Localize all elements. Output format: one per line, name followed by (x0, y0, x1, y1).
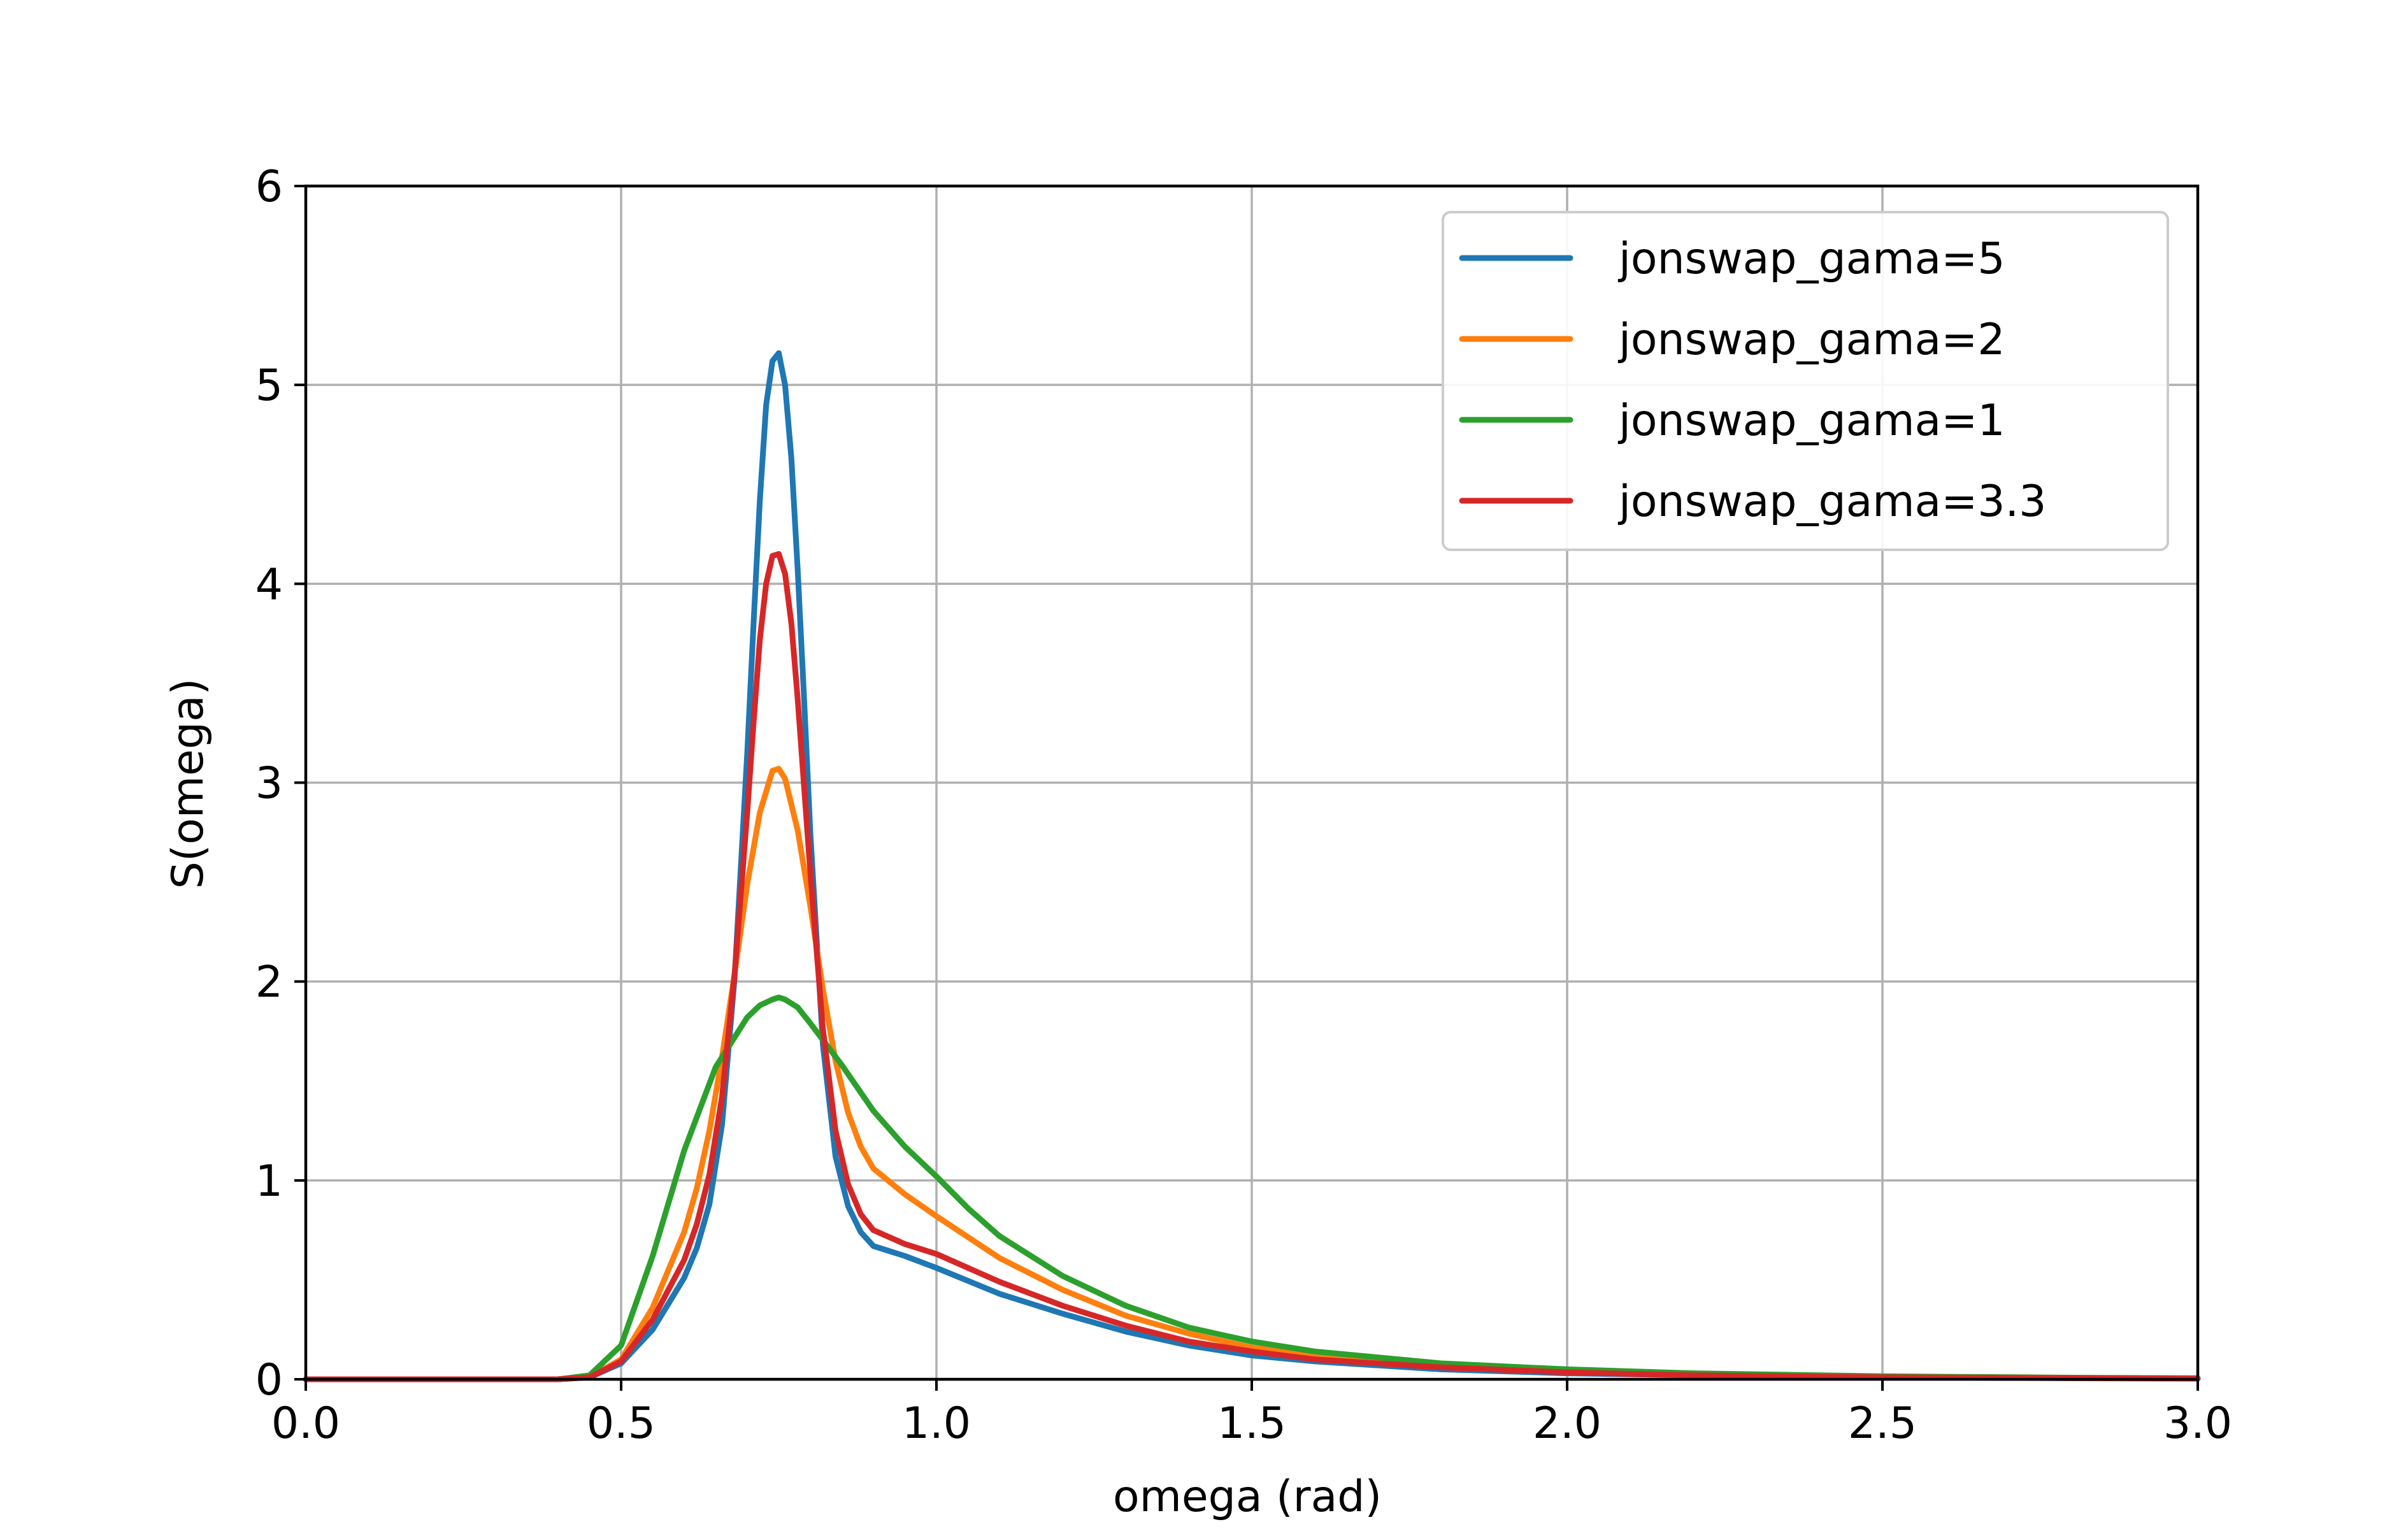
y-tick-label: 3 (255, 759, 283, 809)
ticks-layer: 0.0 0.5 1.0 1.5 2.0 2.5 3.0 0 1 2 3 4 5 6 (255, 162, 2232, 1449)
y-tick-label: 1 (255, 1156, 283, 1207)
y-tick-label: 6 (255, 162, 283, 212)
y-axis-label: S(omega) (163, 678, 213, 889)
legend-label-3: jonswap_gama=1 (1617, 396, 2005, 446)
x-tick-label: 1.0 (902, 1398, 971, 1449)
y-tick-label: 5 (255, 361, 283, 411)
legend-label-1: jonswap_gama=5 (1617, 234, 2005, 284)
legend-box (1442, 211, 2169, 551)
legend-label-2: jonswap_gama=2 (1617, 315, 2005, 365)
y-tick-label: 0 (255, 1355, 283, 1405)
series-line-1 (303, 350, 2201, 1382)
x-tick-label: 2.5 (1848, 1398, 1917, 1449)
x-tick-label: 0.5 (587, 1398, 656, 1449)
y-tick-label: 2 (255, 958, 283, 1008)
series-layer (303, 350, 2201, 1382)
x-axis-label: omega (rad) (1113, 1472, 1382, 1522)
legend: jonswap_gama=5 jonswap_gama=2 jonswap_gama… (1442, 211, 2169, 551)
y-tick-label: 4 (255, 559, 283, 610)
x-tick-label: 2.0 (1533, 1398, 1602, 1449)
legend-label-4: jonswap_gama=3.3 (1617, 477, 2046, 527)
series-line-4 (303, 551, 2201, 1382)
x-tick-label: 0.0 (271, 1398, 340, 1449)
x-tick-label: 3.0 (2163, 1398, 2232, 1449)
x-tick-label: 1.5 (1217, 1398, 1286, 1449)
